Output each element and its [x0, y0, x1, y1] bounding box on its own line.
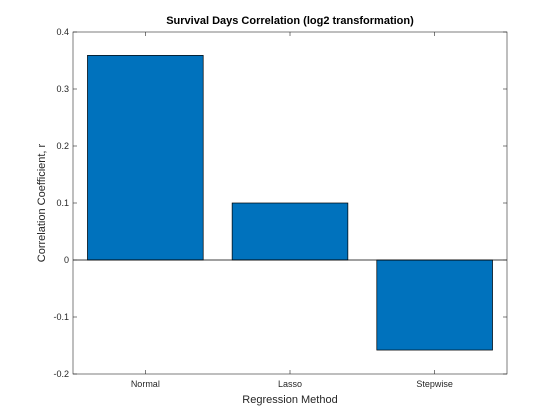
bar-lasso: [231, 202, 349, 261]
bars-group: [87, 55, 493, 351]
chart-title: Survival Days Correlation (log2 transfor…: [166, 15, 414, 27]
x-tick-label: Normal: [131, 379, 160, 389]
x-axis-label: Regression Method: [242, 394, 337, 406]
y-tick-label: -0.2: [53, 369, 69, 379]
y-axis-label: Correlation Coefficient, r: [36, 143, 48, 262]
y-tick-label: 0.1: [56, 198, 69, 208]
bar-stepwise: [376, 259, 493, 351]
x-tick-label: Stepwise: [416, 379, 453, 389]
y-axis: -0.2 -0.1 0 0.1 0.2 0.3 0.4: [53, 27, 507, 379]
y-tick-label: 0.4: [56, 27, 69, 37]
y-tick-label: 0: [64, 255, 69, 265]
y-tick-label: 0.2: [56, 141, 69, 151]
y-tick-label: 0.3: [56, 84, 69, 94]
y-tick-label: -0.1: [53, 312, 69, 322]
x-axis: Normal Lasso Stepwise: [131, 32, 453, 389]
x-tick-label: Lasso: [278, 379, 302, 389]
bar-normal: [87, 55, 204, 261]
